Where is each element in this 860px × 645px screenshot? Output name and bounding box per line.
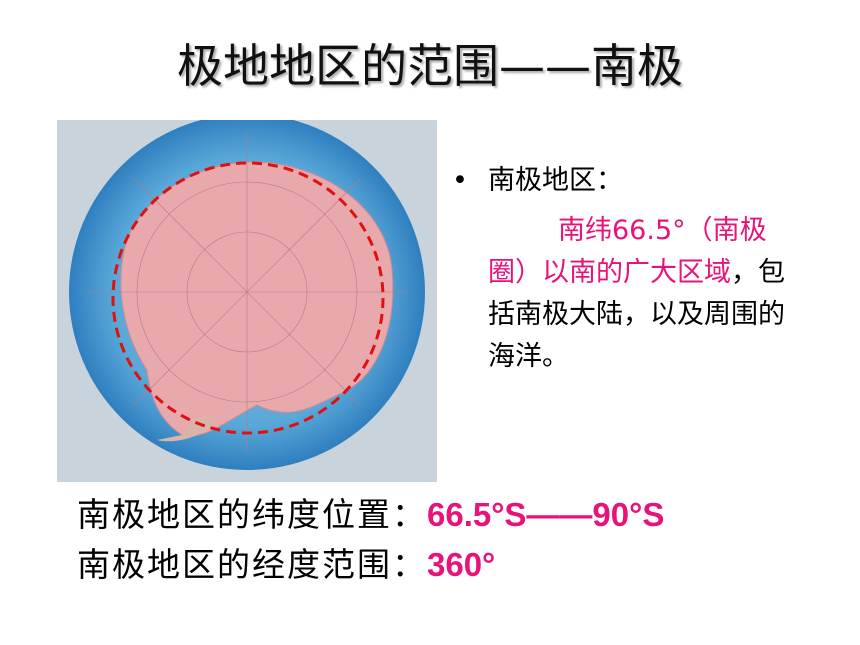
fact: 南极地区的纬度位置：66.5°S——90°S xyxy=(77,488,664,536)
highlight: 南纬66.5°（南极圈）以南的广大区域 xyxy=(488,215,767,288)
body-text: ，包括南极大陆，以及周围的海洋。 xyxy=(488,257,785,372)
fact-value: 360° xyxy=(427,546,496,583)
fact-label: 南极地区的纬度位置： xyxy=(77,495,427,534)
bullet-dot: • xyxy=(452,165,468,196)
fact-label: 南极地区的经度范围： xyxy=(77,545,427,584)
fact: 南极地区的经度范围：360° xyxy=(77,538,495,586)
graticule xyxy=(87,132,407,452)
antarctic-circle xyxy=(111,161,385,435)
bullet-heading: 南极地区： xyxy=(488,165,623,196)
fact-value: 66.5°S——90°S xyxy=(427,496,665,533)
title: 极地地区的范围——南极 xyxy=(177,39,683,93)
bullet-body: 南纬66.5°（南极圈）以南的广大区域，包括南极大陆，以及周围的海洋。 xyxy=(488,210,792,378)
peninsula xyxy=(157,415,217,442)
antarctica-map xyxy=(57,120,437,482)
